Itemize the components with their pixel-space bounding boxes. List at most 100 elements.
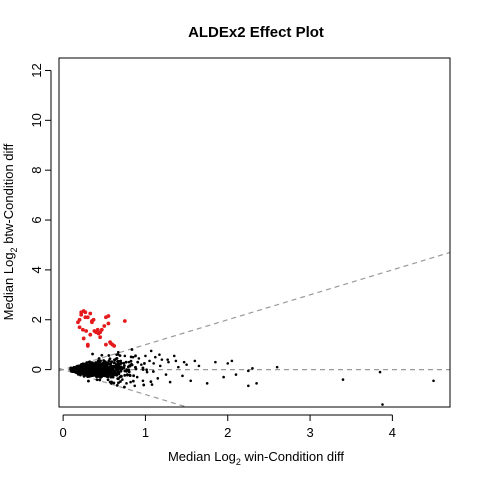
- cloud-point: [113, 359, 116, 362]
- significant-point: [78, 325, 82, 329]
- point: [129, 381, 132, 384]
- cloud-point: [111, 375, 114, 378]
- point: [189, 380, 192, 383]
- cloud-point: [131, 348, 134, 351]
- cloud-point: [152, 370, 155, 373]
- point: [144, 355, 147, 358]
- cloud-point: [98, 357, 101, 360]
- cloud-point: [119, 375, 122, 378]
- point: [109, 381, 112, 384]
- cloud-point: [102, 374, 105, 377]
- y-tick-label: 8: [29, 167, 44, 174]
- cloud-point: [103, 360, 106, 363]
- cloud-point: [117, 371, 120, 374]
- significant-point: [88, 333, 92, 337]
- point: [177, 366, 180, 369]
- point: [342, 378, 345, 381]
- cloud-point: [90, 372, 93, 375]
- cloud-point: [98, 379, 101, 382]
- point: [381, 403, 384, 406]
- significant-point: [90, 320, 94, 324]
- cloud-point: [115, 373, 118, 376]
- significant-point: [88, 312, 92, 316]
- cloud-point: [142, 384, 145, 387]
- point: [166, 358, 169, 361]
- significant-point: [83, 315, 87, 319]
- cloud-point: [102, 372, 105, 375]
- point: [169, 381, 172, 384]
- cloud-point: [86, 366, 89, 369]
- point: [175, 360, 178, 363]
- cloud-point: [106, 375, 109, 378]
- significant-point: [112, 344, 116, 348]
- cloud-point: [107, 378, 110, 381]
- cloud-point: [92, 371, 95, 374]
- cloud-point: [143, 362, 146, 365]
- point: [173, 355, 176, 358]
- point: [152, 362, 155, 365]
- cloud-point: [96, 378, 99, 381]
- cloud-point: [132, 374, 135, 377]
- cloud-point: [116, 357, 119, 360]
- cloud-point: [100, 354, 103, 357]
- point: [198, 365, 201, 368]
- cloud-point: [119, 368, 122, 371]
- point: [247, 385, 250, 388]
- point: [124, 355, 127, 358]
- significant-point: [104, 343, 108, 347]
- point: [247, 370, 250, 373]
- data-points: [76, 309, 435, 406]
- cloud-point: [114, 365, 117, 368]
- dense-point-cloud: [69, 348, 155, 388]
- significant-point: [86, 344, 90, 348]
- cloud-point: [127, 365, 130, 368]
- y-tick-label: 6: [29, 216, 44, 223]
- point: [119, 360, 122, 363]
- point: [167, 361, 170, 364]
- cloud-point: [99, 359, 102, 362]
- point: [154, 356, 157, 359]
- cloud-point: [86, 375, 89, 378]
- x-axis: 0 1 2 3 4: [59, 415, 395, 440]
- cloud-point: [107, 354, 110, 357]
- point: [206, 382, 209, 385]
- cloud-point: [123, 386, 126, 389]
- cloud-point: [87, 364, 90, 367]
- cloud-point: [93, 368, 96, 371]
- cloud-point: [149, 380, 152, 383]
- cloud-point: [123, 366, 126, 369]
- chart-title: ALDEx2 Effect Plot: [188, 24, 324, 41]
- point: [379, 371, 382, 374]
- cloud-point: [125, 368, 128, 371]
- point: [185, 363, 188, 366]
- point: [142, 380, 145, 383]
- point: [222, 376, 225, 379]
- cloud-point: [128, 374, 131, 377]
- point: [255, 382, 258, 385]
- y-tick-label: 12: [29, 63, 44, 77]
- point: [276, 366, 279, 369]
- y-tick-label: 2: [29, 316, 44, 323]
- point: [235, 373, 238, 376]
- x-tick-label: 0: [59, 425, 66, 440]
- significant-point: [102, 324, 106, 328]
- cloud-point: [110, 371, 113, 374]
- point: [136, 376, 139, 379]
- cloud-point: [125, 361, 128, 364]
- cloud-point: [132, 380, 135, 383]
- significant-point: [78, 318, 82, 322]
- point: [194, 360, 197, 363]
- cloud-point: [94, 362, 97, 365]
- significant-point: [83, 310, 87, 314]
- significant-point: [84, 329, 88, 333]
- cloud-point: [134, 354, 137, 357]
- cloud-point: [95, 372, 98, 375]
- cloud-point: [118, 364, 121, 367]
- significant-point: [123, 319, 127, 323]
- cloud-point: [84, 369, 87, 372]
- point: [165, 373, 168, 376]
- point: [146, 371, 149, 374]
- point: [125, 382, 128, 385]
- cloud-point: [91, 353, 94, 356]
